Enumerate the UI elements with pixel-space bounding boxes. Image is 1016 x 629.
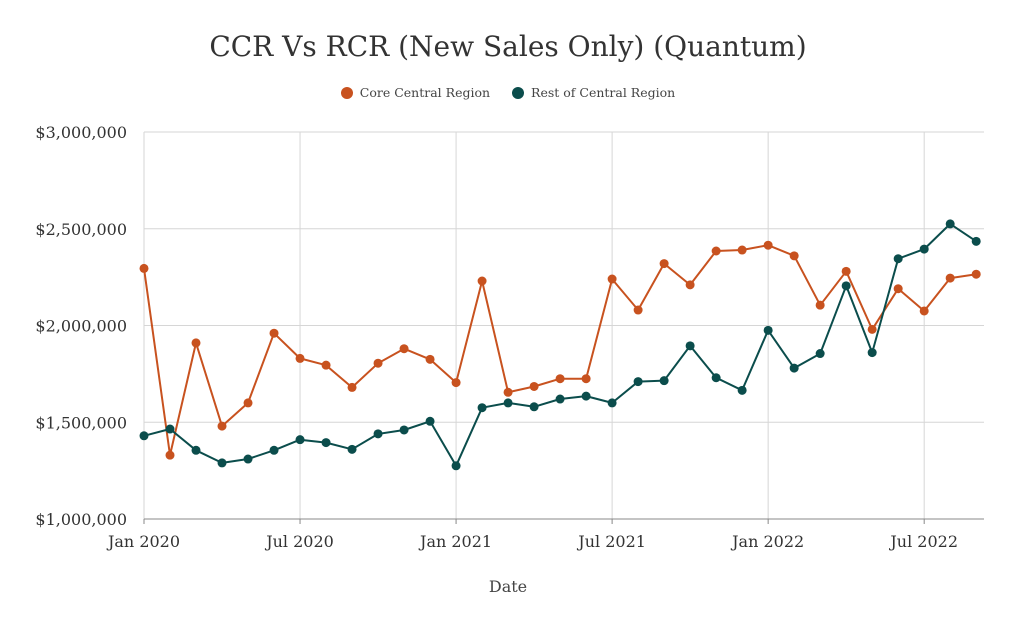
data-point-rcr (685, 341, 695, 351)
data-point-ccr (841, 266, 851, 276)
data-point-rcr (659, 376, 669, 386)
data-point-rcr (243, 454, 253, 464)
data-point-rcr (919, 244, 929, 254)
x-axis-label: Date (488, 577, 528, 596)
data-point-ccr (633, 305, 643, 315)
legend-label-ccr: Core Central Region (359, 85, 491, 100)
data-point-ccr (659, 259, 669, 269)
data-point-rcr (477, 403, 487, 413)
data-point-ccr (373, 358, 383, 368)
data-point-ccr (867, 324, 877, 334)
data-point-ccr (321, 360, 331, 370)
data-point-rcr (945, 219, 955, 229)
y-tick-label: $1,000,000 (35, 510, 127, 529)
data-point-rcr (555, 394, 565, 404)
legend: Core Central Region Rest of Central Regi… (0, 85, 1016, 102)
data-point-rcr (581, 391, 591, 401)
data-point-rcr (269, 445, 279, 455)
data-point-rcr (971, 236, 981, 246)
data-point-rcr (191, 445, 201, 455)
data-point-rcr (347, 444, 357, 454)
x-tick-label: Jan 2020 (106, 532, 180, 551)
chart-title: CCR Vs RCR (New Sales Only) (Quantum) (209, 30, 807, 63)
data-point-rcr (321, 438, 331, 448)
data-point-ccr (295, 353, 305, 363)
x-tick-label: Jul 2020 (264, 532, 334, 551)
data-point-rcr (373, 429, 383, 439)
data-point-ccr (503, 387, 513, 397)
data-point-ccr (399, 344, 409, 354)
legend-swatch-ccr (340, 86, 353, 99)
data-point-ccr (789, 251, 799, 261)
x-tick-label: Jan 2021 (418, 532, 492, 551)
data-point-ccr (243, 398, 253, 408)
data-point-ccr (165, 450, 175, 460)
data-point-ccr (191, 338, 201, 348)
data-point-rcr (529, 402, 539, 412)
y-tick-label: $3,000,000 (35, 123, 127, 142)
data-point-rcr (165, 424, 175, 434)
data-point-rcr (711, 373, 721, 383)
data-point-rcr (295, 435, 305, 445)
data-point-ccr (451, 378, 461, 388)
data-point-ccr (477, 276, 487, 286)
data-point-ccr (711, 246, 721, 256)
legend-swatch-rcr (512, 86, 525, 99)
data-point-ccr (269, 328, 279, 338)
data-point-rcr (139, 431, 149, 441)
legend-item-rcr[interactable]: Rest of Central Region (512, 85, 675, 100)
data-point-rcr (503, 398, 513, 408)
legend-label-rcr: Rest of Central Region (531, 85, 676, 100)
data-point-rcr (633, 377, 643, 387)
data-point-ccr (347, 382, 357, 392)
data-point-rcr (399, 425, 409, 435)
series-line-ccr (143, 244, 977, 457)
data-point-ccr (685, 280, 695, 290)
data-point-ccr (139, 263, 149, 273)
x-tick-label: Jul 2022 (888, 532, 958, 551)
data-point-ccr (737, 245, 747, 255)
data-point-ccr (529, 381, 539, 391)
data-point-ccr (815, 300, 825, 310)
data-point-rcr (789, 363, 799, 373)
y-tick-label: $2,000,000 (35, 317, 127, 336)
data-point-rcr (451, 461, 461, 471)
data-point-rcr (867, 348, 877, 358)
data-point-rcr (607, 398, 617, 408)
data-point-ccr (555, 374, 565, 384)
y-tick-label: $1,500,000 (35, 413, 127, 432)
x-tick-label: Jul 2021 (576, 532, 646, 551)
data-point-rcr (815, 349, 825, 359)
data-point-rcr (737, 385, 747, 395)
data-point-ccr (607, 274, 617, 284)
data-point-ccr (217, 421, 227, 431)
data-point-ccr (919, 306, 929, 316)
data-point-ccr (945, 273, 955, 283)
data-point-rcr (217, 458, 227, 468)
y-tick-label: $2,500,000 (35, 220, 127, 239)
data-point-ccr (971, 269, 981, 279)
data-point-rcr (763, 325, 773, 335)
data-point-ccr (763, 240, 773, 250)
data-point-ccr (425, 354, 435, 364)
data-point-rcr (841, 281, 851, 291)
data-point-ccr (893, 284, 903, 294)
data-point-rcr (425, 416, 435, 426)
x-tick-label: Jan 2022 (730, 532, 804, 551)
legend-item-ccr[interactable]: Core Central Region (340, 85, 491, 100)
data-point-ccr (581, 374, 591, 384)
data-point-rcr (893, 254, 903, 264)
